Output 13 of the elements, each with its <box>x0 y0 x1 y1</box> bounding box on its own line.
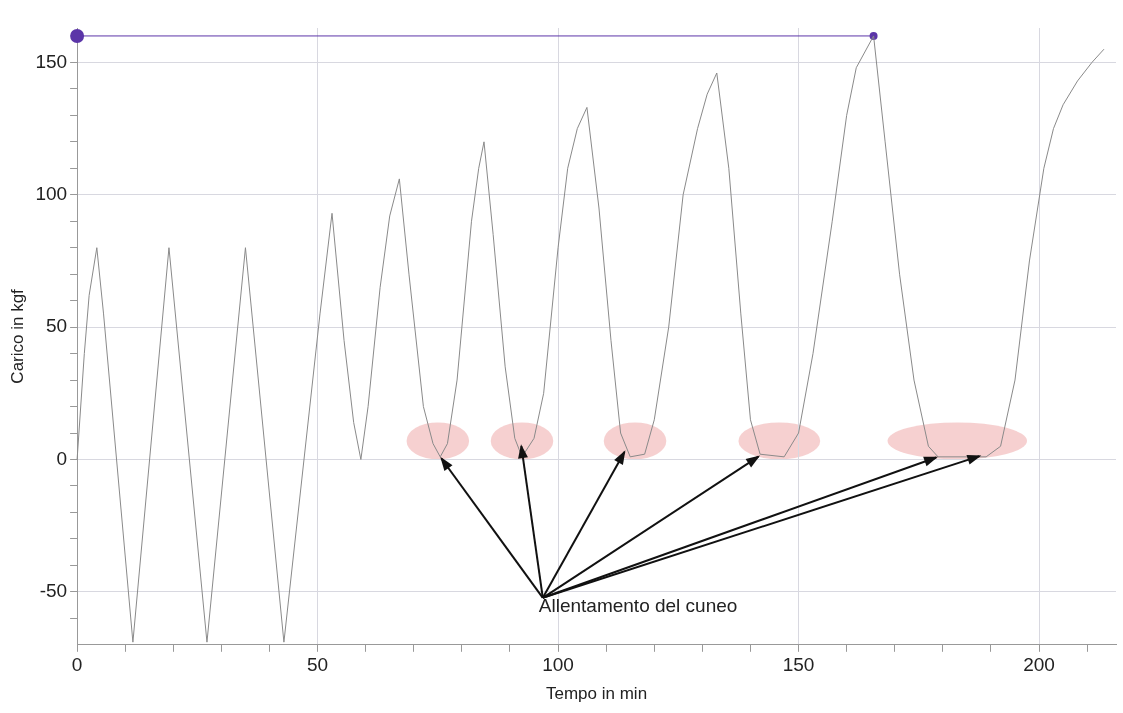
y-tick-label: 0 <box>56 447 68 469</box>
y-tick-label: 50 <box>45 315 68 337</box>
x-axis-title: Tempo in min <box>546 684 648 704</box>
y-tick-label: 100 <box>35 183 68 205</box>
annotation: Allentamento del cuneo <box>538 595 738 617</box>
y-tick-label: -50 <box>39 580 68 602</box>
x-tick-label: 50 <box>307 654 329 676</box>
y-axis-title: Carico in kgf <box>7 288 27 384</box>
y-tick-label: 150 <box>35 50 68 72</box>
x-tick-label: 0 <box>71 654 83 676</box>
x-tick-label: 150 <box>782 654 815 676</box>
x-tick-label: 100 <box>542 654 574 676</box>
x-tick-label: 200 <box>1023 654 1055 676</box>
